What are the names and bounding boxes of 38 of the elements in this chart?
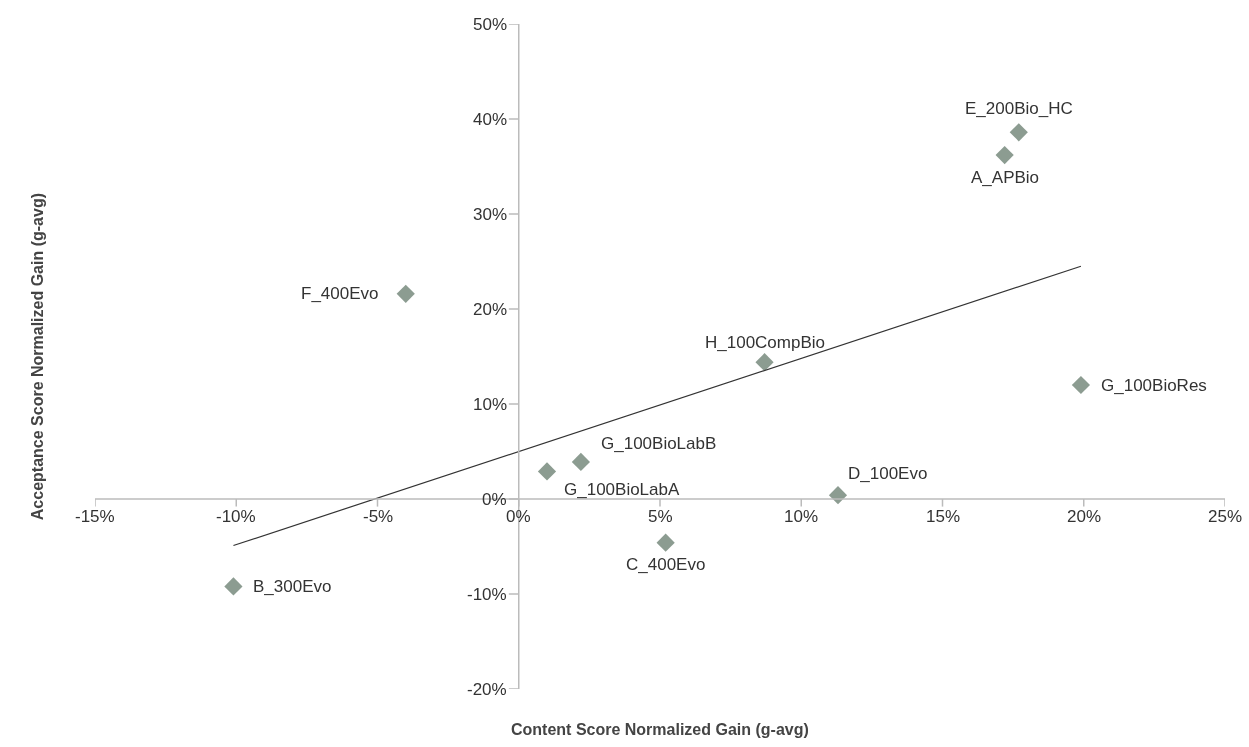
y-tick-label: -10% (467, 585, 507, 604)
point (656, 533, 675, 552)
y-tick-label: 0% (482, 490, 507, 509)
annotation: G_100BioLabB (601, 434, 717, 453)
point (537, 462, 557, 481)
y-tick-label: 20% (473, 300, 508, 319)
point (571, 452, 590, 472)
y-tick-label: -20% (467, 680, 507, 699)
annotation: F_400Evo (301, 284, 379, 303)
annotation: H_100CompBio (705, 333, 826, 352)
x-tick-label: 5% (648, 507, 673, 526)
x-tick-label: 15% (926, 507, 961, 526)
x-axis-title: Content Score Normalized Gain (g-avg) (511, 721, 809, 738)
annotation: G_100BioLabA (564, 480, 680, 499)
x-tick-label: 25% (1208, 507, 1243, 526)
annotation: G_100BioRes (1101, 376, 1207, 395)
y-tick-label: 10% (473, 395, 508, 414)
y-tick-label: 30% (473, 205, 508, 224)
x-tick-label: -10% (216, 507, 256, 526)
point (1071, 375, 1091, 395)
point (995, 146, 1014, 165)
point (396, 284, 415, 303)
annotation: C_400Evo (626, 555, 706, 574)
annotation: B_300Evo (253, 577, 332, 596)
x-tick-label: -15% (75, 507, 115, 526)
x-tick-label: -5% (363, 507, 394, 526)
annotation: D_100Evo (848, 464, 928, 483)
x-tick-label: 10% (784, 507, 819, 526)
annotation: E_200Bio_HC (965, 99, 1073, 118)
y-axis-title: Acceptance Score Normalized Gain (g-avg) (29, 193, 47, 521)
x-tick-label: 20% (1067, 507, 1102, 526)
annotation: A_APBio (971, 168, 1040, 187)
y-tick-label: 50% (473, 15, 508, 34)
point (755, 353, 774, 372)
y-tick-label: 40% (473, 110, 508, 129)
point (1009, 123, 1028, 142)
point (224, 577, 243, 596)
x-tick-label: 0% (506, 507, 531, 526)
